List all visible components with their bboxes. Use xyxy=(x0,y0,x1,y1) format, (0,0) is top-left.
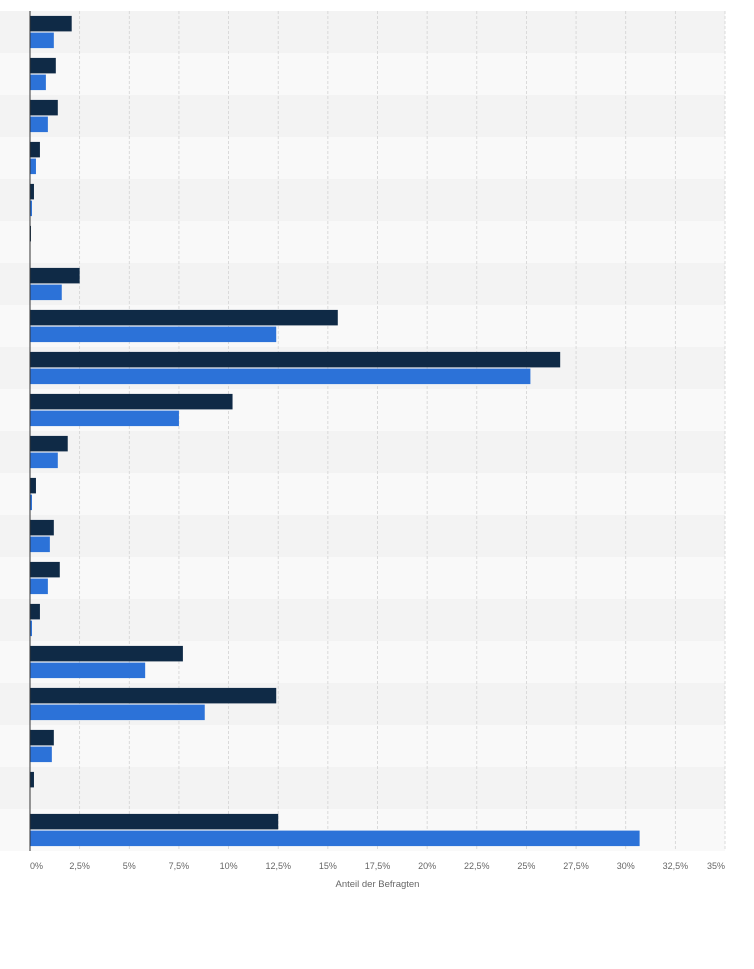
row-band-2 xyxy=(0,53,725,95)
row-band-11 xyxy=(0,431,725,473)
bar-series2-row5 xyxy=(30,200,32,217)
bar-series2-row3 xyxy=(30,116,48,133)
bar-series2-row16 xyxy=(30,662,146,679)
bar-series1-row8 xyxy=(30,309,338,326)
x-axis-title: Anteil der Befragten xyxy=(336,879,420,890)
bar-series2-row14 xyxy=(30,578,48,595)
row-band-14 xyxy=(0,557,725,599)
bar-series1-row2 xyxy=(30,57,56,74)
bars xyxy=(30,15,640,847)
bar-series1-row18 xyxy=(30,729,54,746)
row-band-7 xyxy=(0,263,725,305)
bar-series1-row5 xyxy=(30,183,34,200)
x-tick-label: 22,5% xyxy=(464,861,490,871)
bar-series1-row16 xyxy=(30,645,183,662)
bar-series2-row12 xyxy=(30,494,32,511)
x-tick-label: 30% xyxy=(617,861,635,871)
bar-series2-row11 xyxy=(30,452,58,469)
bar-series2-row17 xyxy=(30,704,205,721)
gridlines xyxy=(79,11,726,851)
bar-series2-row7 xyxy=(30,284,62,301)
bar-series1-row1 xyxy=(30,15,72,32)
bar-series1-row14 xyxy=(30,561,60,578)
x-tick-label: 0% xyxy=(30,861,43,871)
bar-series1-row11 xyxy=(30,435,68,452)
bar-series1-row4 xyxy=(30,141,40,158)
x-tick-label: 35% xyxy=(707,861,725,871)
row-band-15 xyxy=(0,599,725,641)
x-tick-label: 27,5% xyxy=(563,861,589,871)
bar-series1-row20 xyxy=(30,813,279,830)
x-tick-labels: 0% 2,5% 5% 7,5% 10% 12,5% 15% 17,5% 20% 22,5% 25% 2… xyxy=(30,861,725,871)
x-tick-label: 15% xyxy=(319,861,337,871)
row-band-4 xyxy=(0,137,725,179)
bar-series2-row18 xyxy=(30,746,52,763)
row-band-5 xyxy=(0,179,725,221)
bar-series2-row20 xyxy=(30,830,640,847)
x-tick-label: 10% xyxy=(220,861,238,871)
bar-series1-row17 xyxy=(30,687,277,704)
bar-series2-row2 xyxy=(30,74,46,91)
row-band-18 xyxy=(0,725,725,767)
x-tick-label: 7,5% xyxy=(169,861,190,871)
bar-series2-row4 xyxy=(30,158,36,175)
bar-series2-row9 xyxy=(30,368,531,385)
x-tick-label: 20% xyxy=(418,861,436,871)
row-band-3 xyxy=(0,95,725,137)
bar-series2-row13 xyxy=(30,536,50,553)
row-band-13 xyxy=(0,515,725,557)
row-band-12 xyxy=(0,473,725,515)
x-tick-label: 2,5% xyxy=(69,861,90,871)
bar-series1-row13 xyxy=(30,519,54,536)
row-band-1 xyxy=(0,11,725,53)
row-bands xyxy=(0,11,725,851)
x-tick-label: 5% xyxy=(123,861,136,871)
x-tick-label: 32,5% xyxy=(663,861,689,871)
bar-series2-row8 xyxy=(30,326,277,343)
bar-series1-row12 xyxy=(30,477,36,494)
bar-series1-row15 xyxy=(30,603,40,620)
bar-series2-row1 xyxy=(30,32,54,49)
bar-series1-row9 xyxy=(30,351,561,368)
bar-series1-row7 xyxy=(30,267,80,284)
bar-series1-row3 xyxy=(30,99,58,116)
bar-series2-row15 xyxy=(30,620,32,637)
x-tick-label: 17,5% xyxy=(365,861,391,871)
row-band-6 xyxy=(0,221,725,263)
bar-series1-row10 xyxy=(30,393,233,410)
x-tick-label: 25% xyxy=(517,861,535,871)
row-band-19 xyxy=(0,767,725,809)
bar-series2-row10 xyxy=(30,410,179,427)
x-tick-label: 12,5% xyxy=(265,861,291,871)
bar-series1-row19 xyxy=(30,771,34,788)
